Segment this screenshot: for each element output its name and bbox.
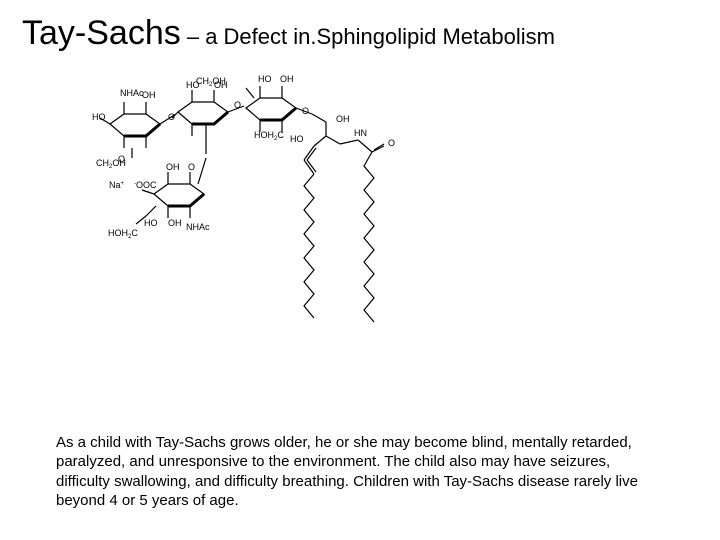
svg-text:HN: HN (354, 128, 367, 138)
svg-text:NHAc: NHAc (186, 222, 210, 232)
svg-text:HO: HO (92, 112, 106, 122)
body-paragraph: As a child with Tay-Sachs grows older, h… (56, 433, 660, 510)
title-sub: – a Defect in.Sphingolipid Metabolism (181, 24, 555, 49)
svg-text:O: O (234, 100, 241, 110)
svg-text:O: O (188, 162, 195, 172)
molecule-svg: NHAc HO OH CH2OH O CH2OH HO OH O O HO OH… (58, 66, 498, 346)
svg-text:O: O (388, 138, 395, 148)
svg-text:O: O (118, 154, 125, 164)
svg-text:O: O (302, 106, 309, 116)
chemical-structure: NHAc HO OH CH2OH O CH2OH HO OH O O HO OH… (58, 66, 498, 346)
svg-text:-OOC: -OOC (134, 180, 157, 190)
svg-text:HO: HO (144, 218, 158, 228)
title-main: Tay-Sachs (22, 14, 181, 52)
svg-text:OH: OH (280, 74, 294, 84)
svg-text:HO: HO (290, 134, 304, 144)
svg-text:O: O (168, 112, 175, 122)
svg-text:HO: HO (258, 74, 272, 84)
slide: Tay-Sachs – a Defect in.Sphingolipid Met… (0, 0, 720, 540)
svg-text:OH: OH (336, 114, 350, 124)
svg-text:OH: OH (168, 218, 182, 228)
svg-text:OH: OH (214, 80, 228, 90)
slide-title: Tay-Sachs – a Defect in.Sphingolipid Met… (22, 14, 700, 53)
svg-text:HO: HO (186, 80, 200, 90)
svg-text:HOH2C: HOH2C (108, 228, 138, 240)
svg-text:Na+: Na+ (109, 180, 125, 190)
svg-text:HOH2C: HOH2C (254, 130, 284, 142)
svg-text:NHAc: NHAc (120, 88, 144, 98)
svg-text:OH: OH (166, 162, 180, 172)
svg-text:OH: OH (142, 90, 156, 100)
